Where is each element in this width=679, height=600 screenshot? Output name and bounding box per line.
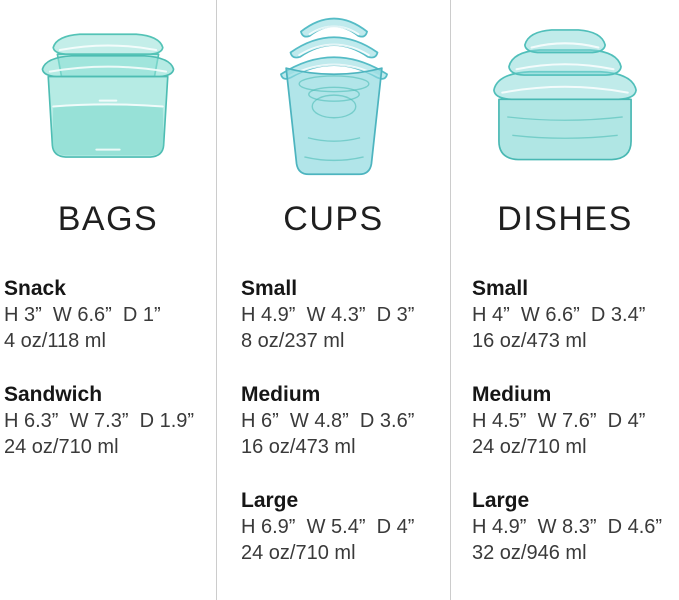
spec-capacity: 32 oz/946 ml — [472, 542, 587, 564]
bags-spec-list: Snack H 3” W 6.6” D 1” 4 oz/118 ml Sandw… — [0, 276, 216, 488]
stacked-dishes-icon — [493, 29, 637, 161]
spec-capacity: 24 oz/710 ml — [4, 436, 119, 458]
stacked-bags-icon — [41, 32, 175, 158]
spec-dimensions: H 3” W 6.6” D 1” — [4, 304, 161, 326]
dishes-spec-list: Small H 4” W 6.6” D 3.4” 16 oz/473 ml Me… — [451, 276, 679, 594]
column-title-bags: BAGS — [57, 200, 159, 238]
spec-item-large: Large H 4.9” W 8.3” D 4.6” 32 oz/946 ml — [472, 488, 679, 566]
dishes-product-image — [451, 0, 679, 192]
column-title-dishes: DISHES — [497, 200, 633, 238]
spec-name: Medium — [241, 383, 321, 406]
cups-product-image — [217, 0, 450, 192]
spec-capacity: 8 oz/237 ml — [241, 330, 345, 352]
spec-capacity: 24 oz/710 ml — [241, 542, 356, 564]
spec-capacity: 4 oz/118 ml — [4, 330, 106, 352]
spec-item-small: Small H 4” W 6.6” D 3.4” 16 oz/473 ml — [472, 276, 679, 354]
spec-capacity: 24 oz/710 ml — [472, 436, 587, 458]
column-cups: CUPS Small H 4.9” W 4.3” D 3” 8 oz/237 m… — [217, 0, 451, 600]
spec-name: Sandwich — [4, 383, 103, 406]
spec-name: Snack — [4, 277, 66, 300]
spec-name: Small — [472, 277, 529, 300]
spec-item-medium: Medium H 6” W 4.8” D 3.6” 16 oz/473 ml — [241, 382, 450, 460]
spec-dimensions: H 4.5” W 7.6” D 4” — [472, 410, 646, 432]
column-dishes: DISHES Small H 4” W 6.6” D 3.4” 16 oz/47… — [451, 0, 679, 600]
spec-item-small: Small H 4.9” W 4.3” D 3” 8 oz/237 ml — [241, 276, 450, 354]
spec-dimensions: H 4.9” W 4.3” D 3” — [241, 304, 415, 326]
spec-item-medium: Medium H 4.5” W 7.6” D 4” 24 oz/710 ml — [472, 382, 679, 460]
spec-capacity: 16 oz/473 ml — [241, 436, 356, 458]
spec-capacity: 16 oz/473 ml — [472, 330, 587, 352]
spec-name: Medium — [472, 383, 552, 406]
spec-name: Large — [241, 489, 299, 512]
spec-dimensions: H 4” W 6.6” D 3.4” — [472, 304, 646, 326]
spec-item-sandwich: Sandwich H 6.3” W 7.3” D 1.9” 24 oz/710 … — [4, 382, 216, 460]
spec-dimensions: H 4.9” W 8.3” D 4.6” — [472, 516, 663, 538]
spec-name: Large — [472, 489, 530, 512]
spec-item-large: Large H 6.9” W 5.4” D 4” 24 oz/710 ml — [241, 488, 450, 566]
bags-product-image — [0, 0, 216, 192]
column-bags: BAGS Snack H 3” W 6.6” D 1” 4 oz/118 ml … — [0, 0, 217, 600]
spec-dimensions: H 6” W 4.8” D 3.6” — [241, 410, 415, 432]
spec-dimensions: H 6.3” W 7.3” D 1.9” — [4, 410, 195, 432]
spec-dimensions: H 6.9” W 5.4” D 4” — [241, 516, 415, 538]
spec-item-snack: Snack H 3” W 6.6” D 1” 4 oz/118 ml — [4, 276, 216, 354]
stacked-cups-icon — [279, 17, 388, 176]
column-title-cups: CUPS — [283, 200, 384, 238]
spec-name: Small — [241, 277, 298, 300]
cups-spec-list: Small H 4.9” W 4.3” D 3” 8 oz/237 ml Med… — [217, 276, 450, 594]
